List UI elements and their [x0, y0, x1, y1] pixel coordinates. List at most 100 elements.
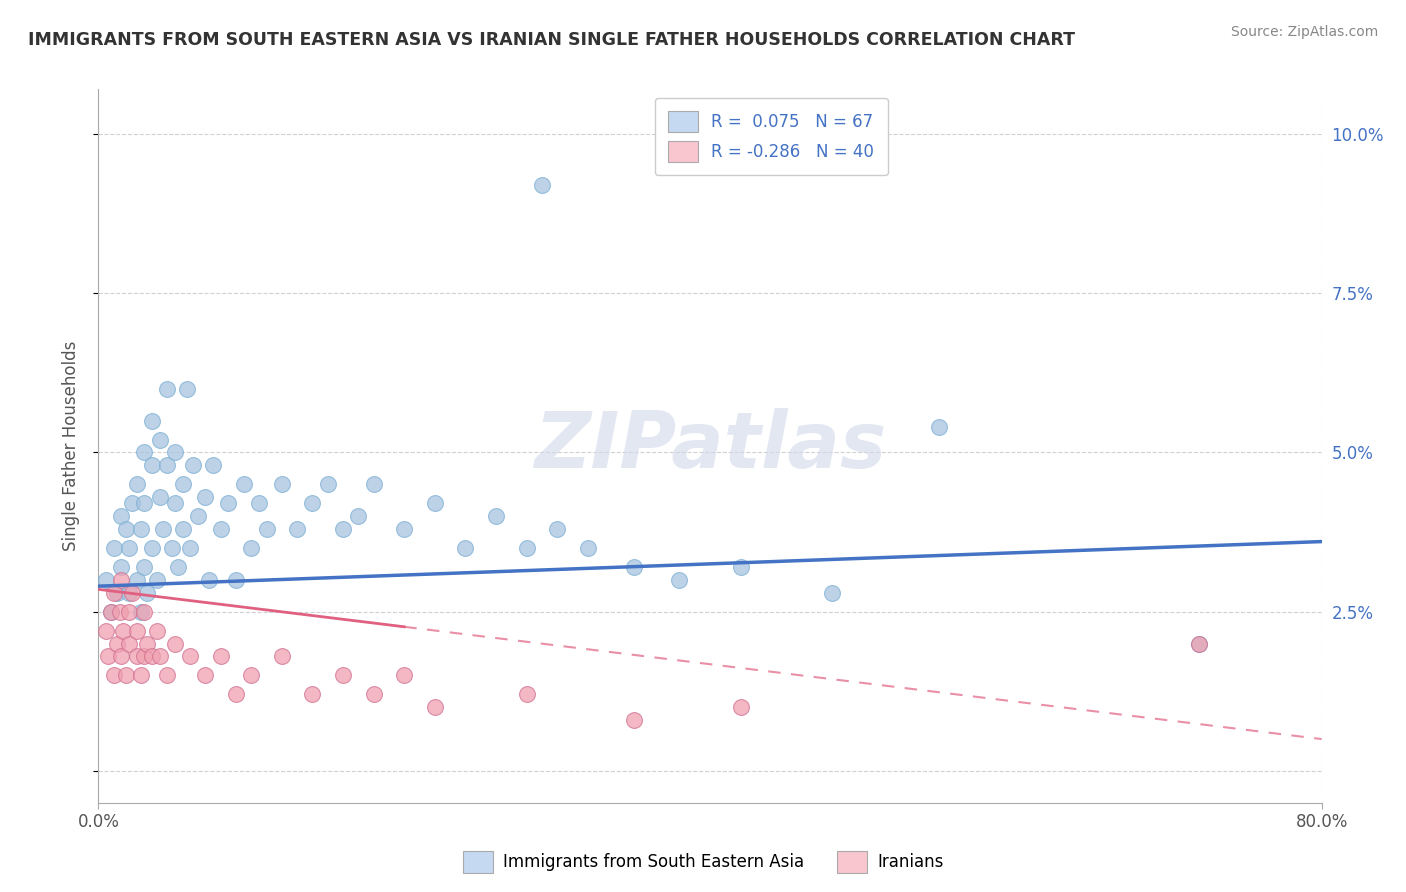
Point [821, 585, 844, 599]
Point [152, 522, 174, 536]
Point [516, 688, 538, 702]
Point [363, 477, 385, 491]
Point [121, 496, 143, 510]
Point [316, 477, 339, 491]
Point [118, 585, 141, 599]
Point [928, 420, 950, 434]
Point [103, 541, 125, 555]
Point [240, 541, 263, 555]
Point [141, 541, 163, 555]
Point [118, 541, 141, 555]
Point [108, 605, 131, 619]
Point [149, 433, 172, 447]
Point [270, 649, 292, 664]
Point [347, 509, 370, 524]
Point [232, 477, 254, 491]
Point [332, 522, 354, 536]
Point [270, 477, 292, 491]
Point [141, 413, 163, 427]
Point [145, 573, 167, 587]
Point [530, 178, 553, 192]
Point [225, 573, 247, 587]
Point [202, 458, 225, 472]
Point [100, 605, 122, 619]
Point [94, 624, 117, 638]
Point [125, 649, 148, 664]
Text: Source: ZipAtlas.com: Source: ZipAtlas.com [1230, 25, 1378, 39]
Point [247, 496, 270, 510]
Point [160, 541, 183, 555]
Point [129, 668, 152, 682]
Point [111, 624, 134, 638]
Point [730, 560, 752, 574]
Point [149, 649, 172, 664]
Point [134, 605, 156, 619]
Point [163, 445, 186, 459]
Point [301, 496, 323, 510]
Point [129, 605, 152, 619]
Point [125, 573, 148, 587]
Point [163, 496, 186, 510]
Point [115, 668, 138, 682]
Point [181, 458, 204, 472]
Legend: Immigrants from South Eastern Asia, Iranians: Immigrants from South Eastern Asia, Iran… [456, 845, 950, 880]
Point [149, 490, 172, 504]
Point [485, 509, 508, 524]
Point [194, 668, 217, 682]
Point [423, 700, 446, 714]
Point [576, 541, 599, 555]
Point [392, 668, 416, 682]
Point [121, 585, 143, 599]
Point [136, 585, 159, 599]
Point [256, 522, 278, 536]
Point [134, 560, 156, 574]
Point [301, 688, 323, 702]
Point [209, 522, 232, 536]
Point [100, 605, 122, 619]
Point [118, 605, 141, 619]
Point [134, 445, 156, 459]
Point [668, 573, 690, 587]
Point [730, 700, 752, 714]
Point [285, 522, 308, 536]
Point [240, 668, 263, 682]
Point [176, 382, 198, 396]
Point [115, 522, 138, 536]
Point [125, 624, 148, 638]
Y-axis label: Single Father Households: Single Father Households [62, 341, 80, 551]
Point [516, 541, 538, 555]
Point [194, 490, 217, 504]
Point [423, 496, 446, 510]
Point [546, 522, 568, 536]
Point [392, 522, 416, 536]
Point [125, 477, 148, 491]
Point [110, 649, 132, 664]
Point [97, 649, 120, 664]
Point [110, 560, 132, 574]
Point [94, 573, 117, 587]
Point [209, 649, 232, 664]
Point [225, 688, 247, 702]
Point [332, 668, 354, 682]
Point [1188, 636, 1211, 650]
Point [145, 624, 167, 638]
Text: IMMIGRANTS FROM SOUTH EASTERN ASIA VS IRANIAN SINGLE FATHER HOUSEHOLDS CORRELATI: IMMIGRANTS FROM SOUTH EASTERN ASIA VS IR… [28, 31, 1076, 49]
Point [187, 509, 209, 524]
Point [623, 713, 645, 727]
Point [197, 573, 219, 587]
Text: ZIPatlas: ZIPatlas [534, 408, 886, 484]
Point [172, 477, 194, 491]
Point [141, 649, 163, 664]
Point [105, 585, 128, 599]
Point [110, 573, 132, 587]
Point [217, 496, 239, 510]
Point [136, 636, 159, 650]
Point [118, 636, 141, 650]
Point [129, 522, 152, 536]
Point [134, 496, 156, 510]
Point [103, 585, 125, 599]
Point [172, 522, 194, 536]
Point [623, 560, 645, 574]
Point [103, 668, 125, 682]
Point [163, 636, 186, 650]
